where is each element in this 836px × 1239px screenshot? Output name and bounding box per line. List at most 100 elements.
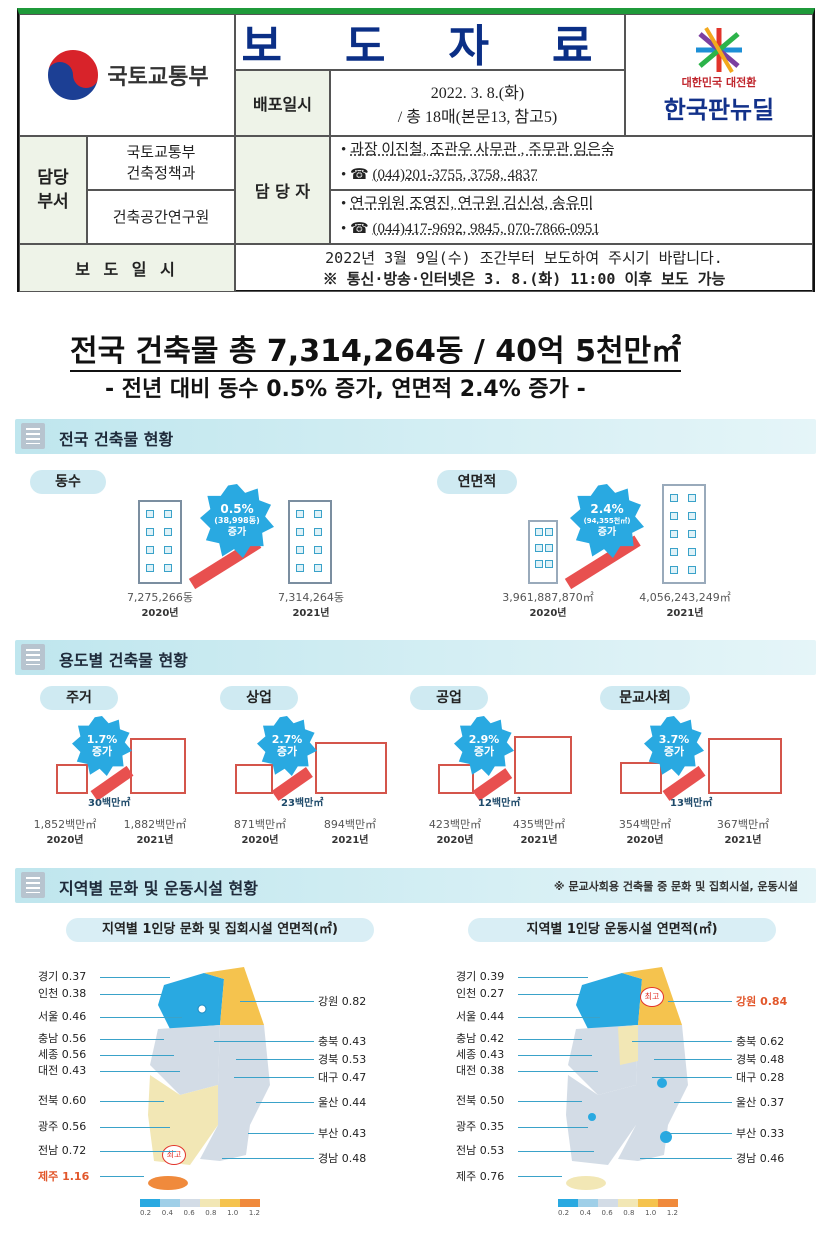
embargo-label: 보 도 일 시: [75, 260, 179, 279]
use-2020-value: 354백만㎡: [618, 818, 672, 831]
embargo-line1: 2022년 3월 9일(수) 조간부터 보도하여 주시기 바랍니다.: [325, 249, 723, 267]
count-2021-value: 7,314,264동: [277, 591, 345, 604]
region-label: 전북 0.60: [38, 1094, 87, 1107]
region-label: 울산 0.44: [318, 1096, 367, 1109]
dept2-cell: 건축공간연구원: [87, 190, 235, 244]
region-label: 전남 0.72: [38, 1144, 87, 1157]
phone-icon: ☎: [350, 221, 369, 237]
use-2021-value: 435백만㎡: [512, 818, 566, 831]
large-house-icon: [130, 738, 186, 794]
release-pages: / 총 18매(본문13, 참고5): [397, 109, 558, 126]
taegeuk-logo-icon: [46, 48, 101, 102]
release-date-cell: 2022. 3. 8.(화) / 총 18매(본문13, 참고5): [330, 70, 625, 136]
region-label: 대전 0.38: [456, 1064, 505, 1077]
tower-2020-icon: [528, 520, 558, 584]
region-label: 강원 0.82: [318, 995, 367, 1008]
building-icon: [21, 644, 45, 670]
use-2020-year: 2020년: [436, 835, 474, 846]
use-2021-year: 2021년: [331, 835, 369, 846]
dept2: 건축공간연구원: [112, 207, 210, 226]
use-delta: 13백만㎡: [670, 798, 713, 809]
section-title: 지역별 문화 및 운동시설 현황: [59, 879, 258, 898]
legend-swatch: [578, 1199, 598, 1207]
region-label: 경북 0.53: [318, 1053, 367, 1066]
region-label: 대전 0.43: [38, 1064, 87, 1077]
contact1-cell: • 과장 이진철, 조관우 사무관 , 주무관 임은숙 • ☎ (044)201…: [330, 136, 813, 190]
region-label: 광주 0.35: [456, 1120, 505, 1133]
count-pill: 동수: [30, 470, 106, 494]
use-type-panels: 주거 1.7% 증가 30백만㎡ 1,852백만㎡ 2020년 1,882백만㎡…: [0, 686, 836, 846]
region-label: 충북 0.62: [736, 1035, 785, 1048]
small-shop-icon: [235, 764, 273, 794]
embargo-cell: 2022년 3월 9일(수) 조간부터 보도하여 주시기 바랍니다. ※ 통신·…: [235, 244, 813, 292]
legend-swatch: [598, 1199, 618, 1207]
dept1: 국토교통부 건축정책과: [126, 143, 196, 182]
area-badge-pct: 2.4%: [590, 502, 624, 516]
legend-swatch: [200, 1199, 220, 1207]
top-badge: 최고: [162, 1145, 186, 1165]
headline: 전국 건축물 총 7,314,264동 / 40억 5천만㎡: [70, 326, 682, 372]
section-regional-facilities: 지역별 문화 및 운동시설 현황 ※ 문교사회용 건축물 중 문화 및 집회시설…: [15, 868, 816, 903]
legend-bar: [558, 1199, 678, 1207]
area-pill: 연면적: [437, 470, 517, 494]
use-panel-commercial: 상업 2.7% 증가 23백만㎡ 871백만㎡ 2020년 894백만㎡ 202…: [205, 686, 415, 846]
legend-bar: [140, 1199, 260, 1207]
section-use-type-buildings: 용도별 건축물 현황: [15, 640, 816, 675]
region-label: 경기 0.39: [456, 970, 505, 983]
section-title: 용도별 건축물 현황: [59, 651, 188, 670]
region-label: 세종 0.56: [38, 1048, 87, 1061]
region-label: 서울 0.44: [456, 1010, 505, 1023]
region-label: 광주 0.56: [38, 1120, 87, 1133]
region-label: 전남 0.53: [456, 1144, 505, 1157]
large-shop-icon: [315, 742, 387, 794]
region-label: 충남 0.56: [38, 1032, 87, 1045]
count-2021-year: 2021년: [292, 608, 330, 619]
use-panel-industrial: 공업 2.9% 증가 12백만㎡ 423백만㎡ 2020년 435백만㎡ 202…: [410, 686, 620, 846]
top-badge: 최고: [640, 987, 664, 1007]
legend-ticks: 0.2 0.4 0.6 0.8 1.0 1.2: [140, 1209, 260, 1217]
contact1-phone-row: • ☎ (044)201-3755, 3758, 4837: [341, 167, 538, 183]
use-badge-word: 증가: [663, 745, 685, 758]
use-delta: 23백만㎡: [281, 798, 324, 809]
use-label: 주거: [40, 686, 118, 710]
newdeal-logo-top: 대한민국 대전환: [681, 75, 757, 89]
korea-map2-icon: [566, 967, 688, 1190]
use-badge-word: 증가: [276, 745, 298, 758]
contact2-cell: • 연구위원 조영진, 연구원 김신성, 송유미 • ☎ (044)417-96…: [330, 190, 813, 244]
region-label: 충남 0.42: [456, 1032, 505, 1045]
area-2021-value: 4,056,243,249㎡: [639, 591, 731, 604]
small-school-icon: [620, 762, 662, 794]
newdeal-logo-cell: 대한민국 대전환 한국판뉴딜: [625, 14, 813, 136]
count-2020-value: 7,275,266동: [126, 591, 194, 604]
count-badge-pct: 0.5%: [220, 502, 254, 516]
region-label: 세종 0.43: [456, 1048, 505, 1061]
map2-legend: 0.2 0.4 0.6 0.8 1.0 1.2: [558, 1199, 678, 1217]
use-2020-year: 2020년: [46, 835, 84, 846]
count-badge: 0.5% (38,998동) 증가: [200, 484, 274, 558]
map1-title: 지역별 1인당 문화 및 집회시설 연면적(㎡): [66, 918, 374, 942]
area-badge-word: 증가: [597, 527, 617, 538]
use-badge-word: 증가: [473, 745, 495, 758]
contact-label-cell: 담 당 자: [235, 136, 330, 244]
section-national-buildings: 전국 건축물 현황: [15, 419, 816, 454]
small-house-icon: [56, 764, 88, 794]
region-label: 울산 0.37: [736, 1096, 785, 1109]
legend-swatch: [558, 1199, 578, 1207]
use-panel-education-social: 문교사회 3.7% 증가 13백만㎡ 354백만㎡ 2020년 367백만㎡ 2…: [600, 686, 830, 846]
embargo-label-cell: 보 도 일 시: [19, 244, 235, 292]
legend-swatch: [140, 1199, 160, 1207]
building-icon: [21, 423, 45, 449]
use-label: 상업: [220, 686, 298, 710]
legend-swatch: [220, 1199, 240, 1207]
use-2021-value: 1,882백만㎡: [123, 818, 187, 831]
map1-legend: 0.2 0.4 0.6 0.8 1.0 1.2: [140, 1199, 260, 1217]
ministry-name: 국토교통부: [107, 65, 209, 90]
legend-swatch: [240, 1199, 260, 1207]
embargo-line2: ※ 통신·방송·인터넷은 3. 8.(화) 11:00 이후 보도 가능: [322, 270, 726, 288]
region-label: 경북 0.48: [736, 1053, 785, 1066]
document-title: 보 도 자 료: [241, 22, 619, 71]
phone-icon: ☎: [350, 167, 369, 183]
region-label: 경기 0.37: [38, 970, 87, 983]
building-2021-icon: [288, 500, 332, 584]
region-label: 인천 0.27: [456, 987, 505, 1000]
